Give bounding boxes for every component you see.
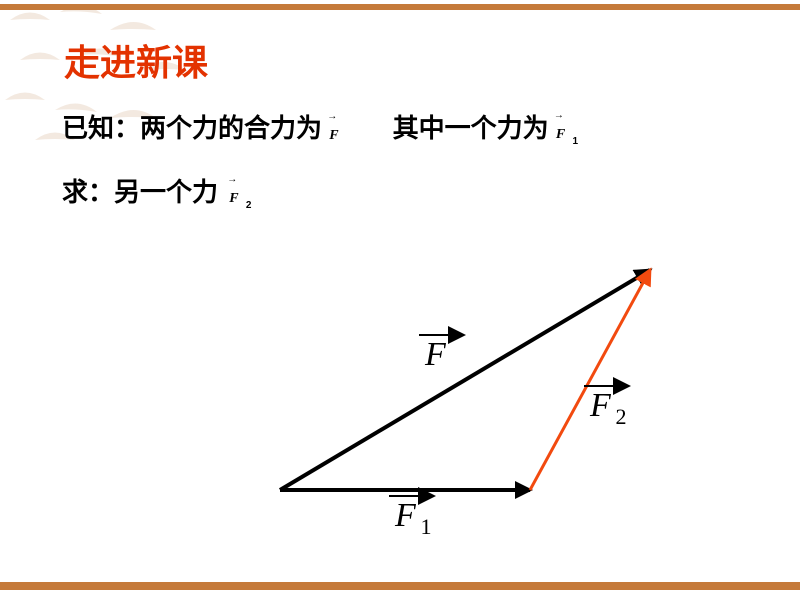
force-diagram: FF 1F 2	[220, 230, 680, 530]
vector-F2	[530, 270, 650, 490]
force-diagram-svg: FF 1F 2	[220, 230, 680, 530]
label-F1: F 1	[389, 496, 433, 539]
given-gap	[356, 113, 385, 143]
given-prefix: 已知：两个力的合力为	[62, 113, 322, 143]
vector-F1-sub: 1	[572, 136, 578, 147]
find-prefix: 求：另一个力	[62, 177, 218, 207]
top-band	[0, 4, 800, 10]
vector-F2-letter: F	[229, 191, 238, 206]
vector-F1-small: → F 1	[556, 114, 580, 147]
vector-F2-sub: 2	[246, 200, 252, 211]
bottom-band	[0, 582, 800, 590]
svg-text:F: F	[589, 387, 612, 424]
given-suffix: 其中一个力为	[393, 113, 549, 143]
vector-arrow-icon: →	[227, 174, 237, 185]
vector-F-small: → F	[329, 115, 349, 146]
vector-F1-letter: F	[556, 127, 565, 142]
svg-text:F: F	[424, 336, 447, 373]
vector-F2-small: → F 2	[229, 178, 253, 211]
vector-arrow-icon: →	[327, 111, 337, 122]
vector-F	[280, 270, 650, 490]
vector-F-letter: F	[329, 128, 338, 143]
find-line: 求：另一个力 → F 2	[62, 172, 253, 211]
vector-arrow-icon: →	[554, 110, 564, 121]
label-F2: F 2	[584, 386, 628, 429]
given-line: 已知：两个力的合力为 → F 其中一个力为 → F 1	[62, 108, 580, 147]
svg-text:F: F	[394, 497, 417, 534]
label-F: F	[419, 335, 463, 373]
slide-page: 走进新课 已知：两个力的合力为 → F 其中一个力为 → F 1 求：另一个力 …	[0, 0, 800, 600]
slide-title-text: 走进新课	[64, 42, 208, 83]
svg-text:2: 2	[616, 404, 627, 429]
slide-title: 走进新课	[64, 34, 208, 86]
svg-text:1: 1	[421, 514, 432, 539]
